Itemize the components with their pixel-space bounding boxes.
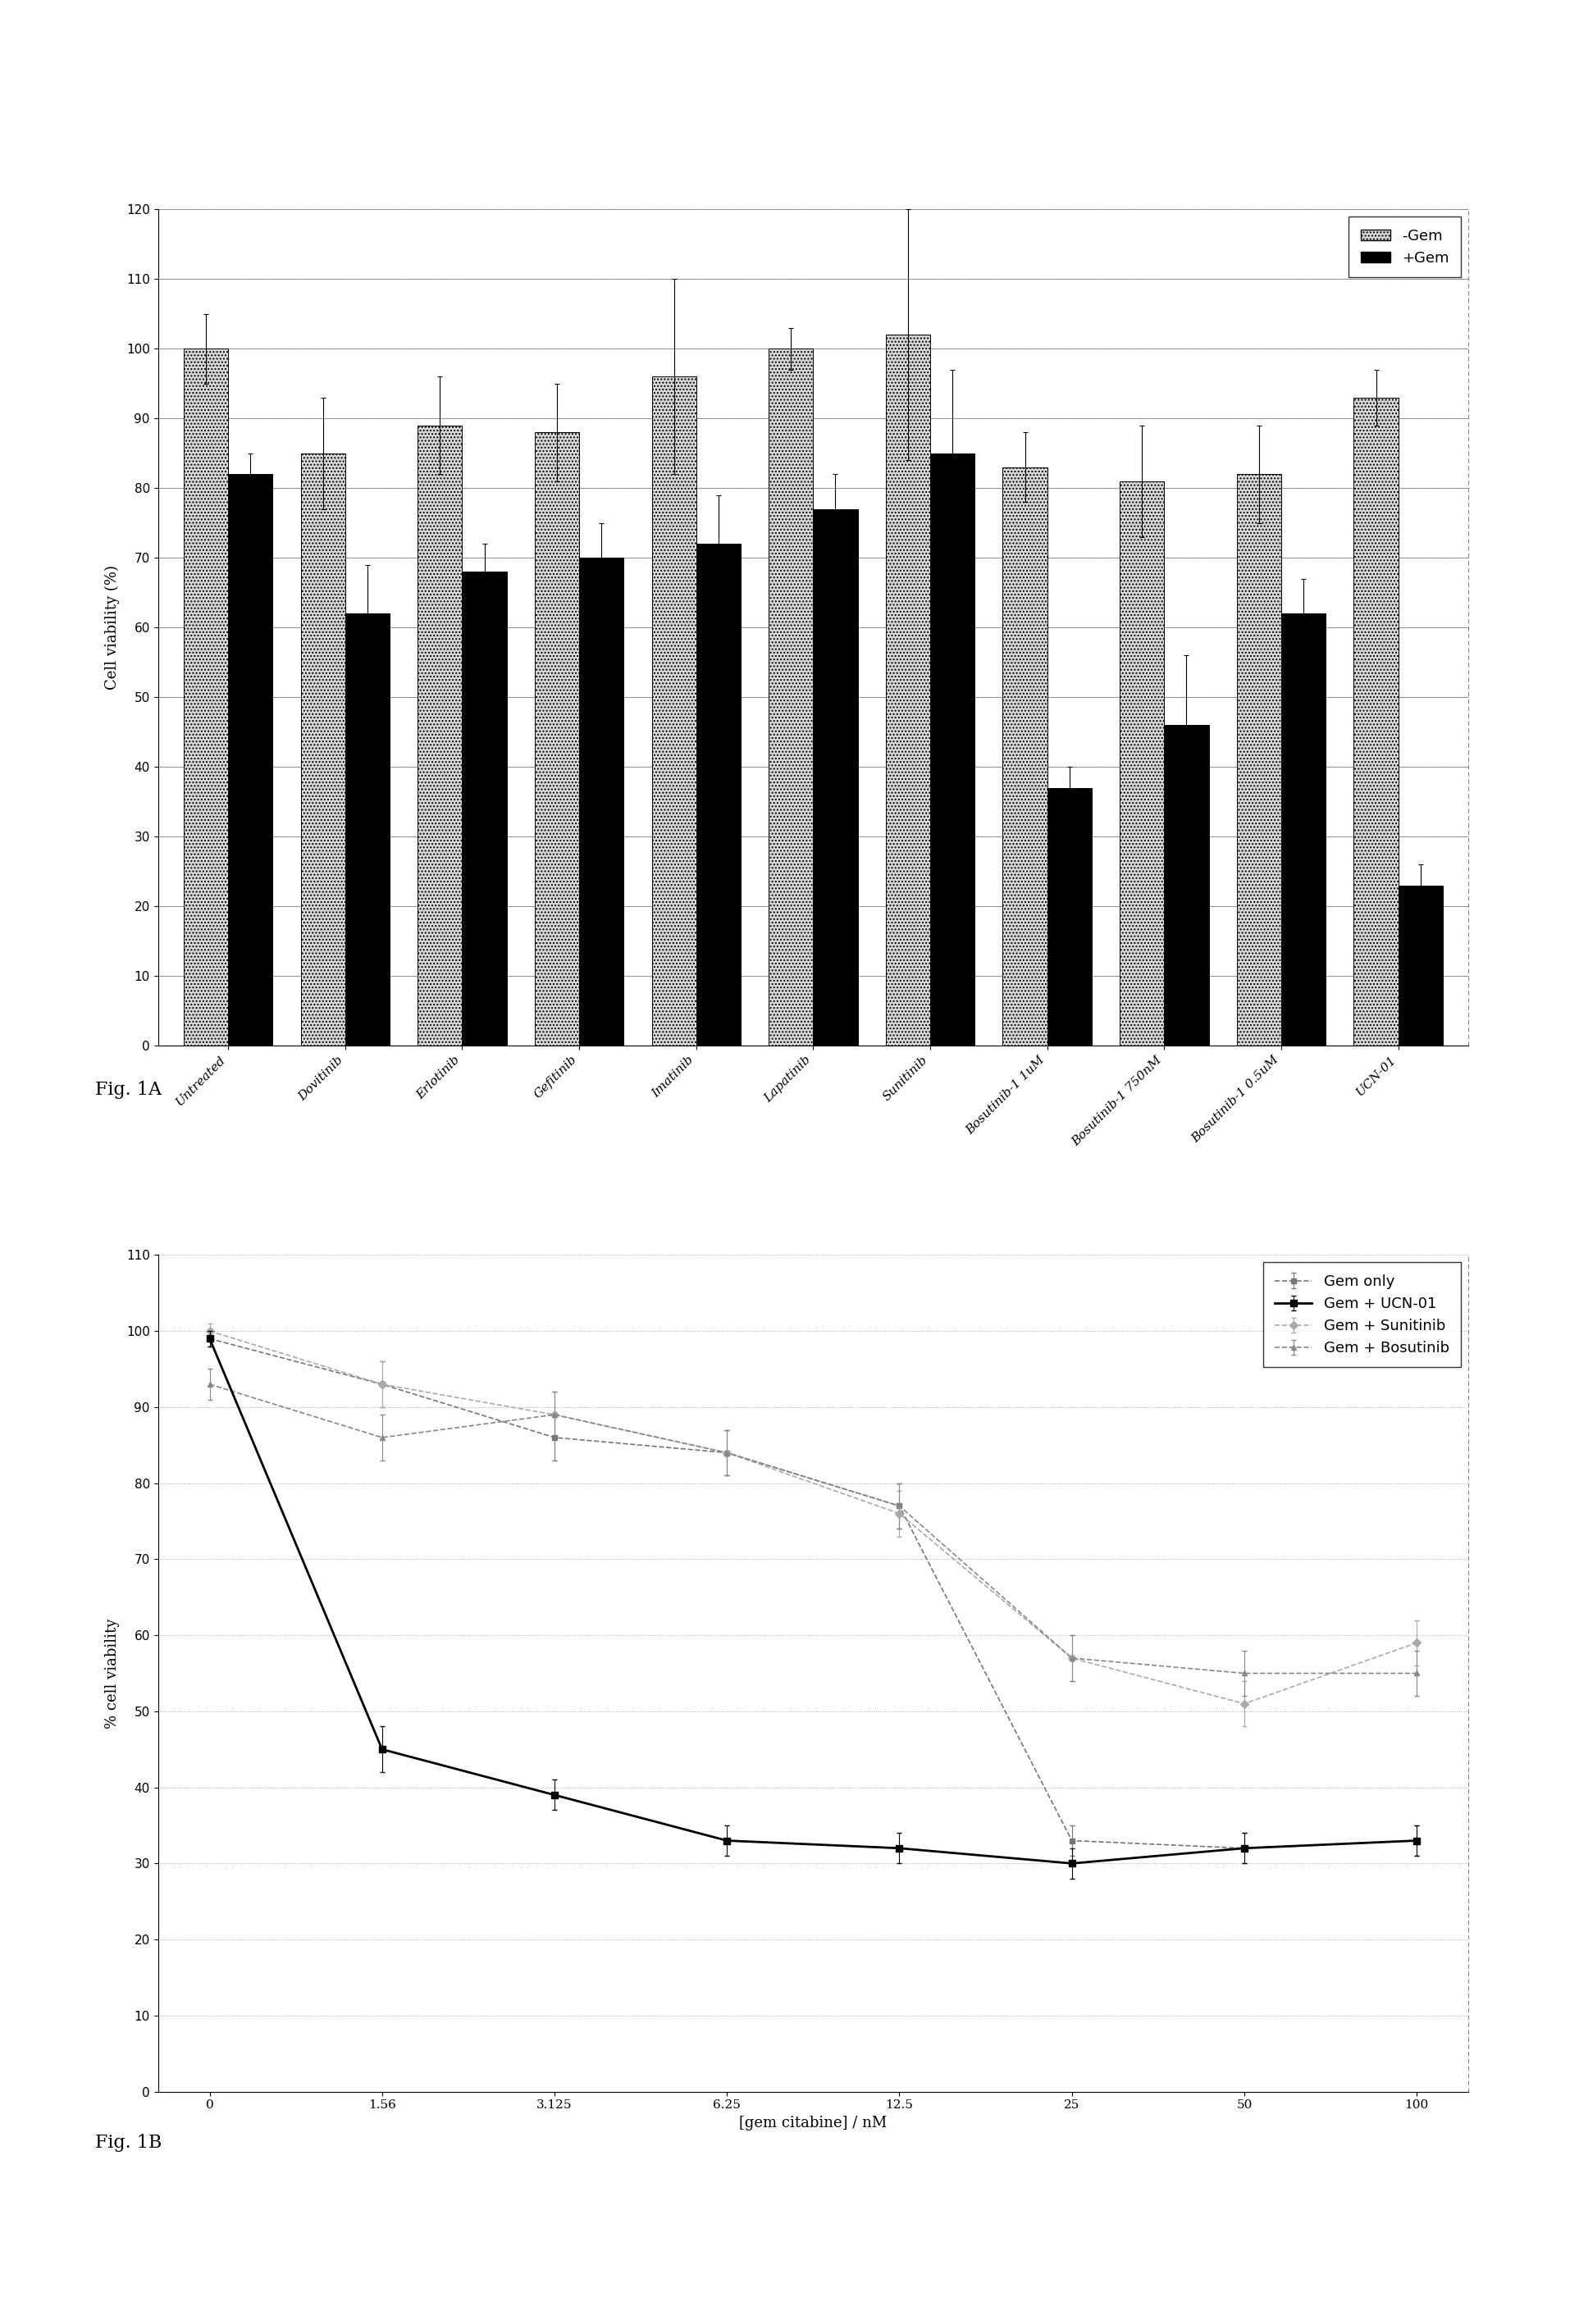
Bar xyxy=(1399,885,1443,1046)
Y-axis label: % cell viability: % cell viability xyxy=(104,1618,120,1729)
Bar xyxy=(1120,481,1164,1046)
Bar xyxy=(1003,467,1047,1046)
Bar xyxy=(1236,474,1281,1046)
Bar xyxy=(696,544,741,1046)
Bar xyxy=(930,453,974,1046)
Bar xyxy=(463,572,507,1046)
Bar xyxy=(1164,725,1208,1046)
Bar xyxy=(418,425,463,1046)
Bar xyxy=(652,376,696,1046)
Text: Fig. 1B: Fig. 1B xyxy=(95,2133,161,2152)
Bar xyxy=(1353,397,1399,1046)
X-axis label: [gem citabine] / nM: [gem citabine] / nM xyxy=(739,2115,887,2131)
Bar xyxy=(183,349,227,1046)
Bar xyxy=(769,349,813,1046)
Bar xyxy=(813,509,857,1046)
Legend: -Gem, +Gem: -Gem, +Gem xyxy=(1348,216,1461,277)
Bar xyxy=(300,453,346,1046)
Legend: Gem only, Gem + UCN-01, Gem + Sunitinib, Gem + Bosutinib: Gem only, Gem + UCN-01, Gem + Sunitinib,… xyxy=(1263,1262,1461,1367)
Text: Fig. 1A: Fig. 1A xyxy=(95,1081,161,1099)
Bar xyxy=(1281,614,1326,1046)
Bar xyxy=(227,474,273,1046)
Bar xyxy=(1047,788,1091,1046)
Bar xyxy=(579,558,624,1046)
Y-axis label: Cell viability (%): Cell viability (%) xyxy=(104,565,120,690)
Bar xyxy=(346,614,390,1046)
Bar xyxy=(886,335,930,1046)
Bar xyxy=(535,432,579,1046)
